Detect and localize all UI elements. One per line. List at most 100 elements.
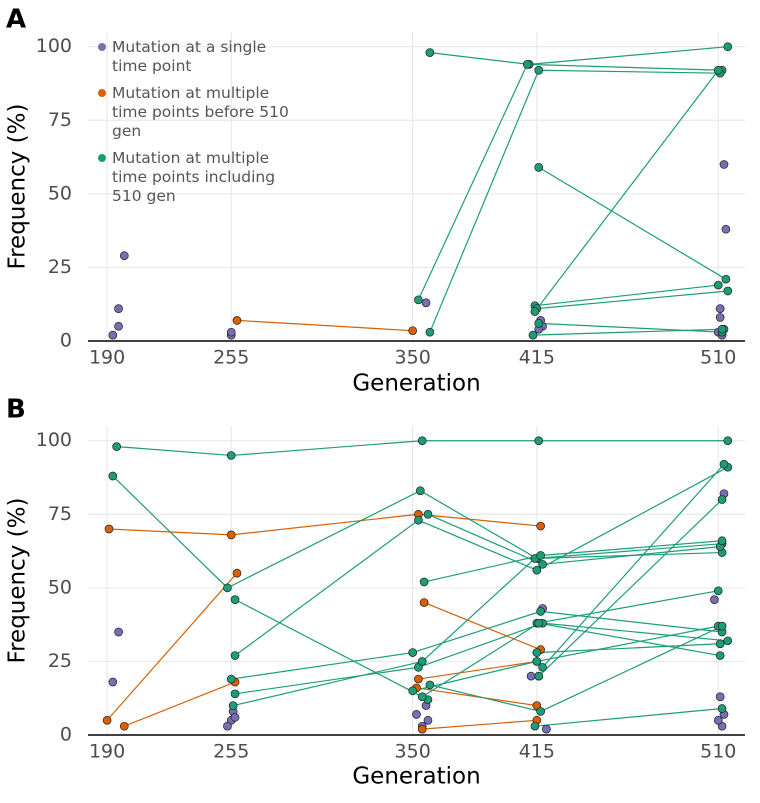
point — [414, 515, 423, 525]
point — [713, 65, 723, 75]
y-tick-label: 25 — [48, 256, 72, 278]
point — [542, 724, 551, 734]
point — [534, 65, 544, 75]
point — [715, 313, 725, 322]
point — [715, 639, 725, 649]
legend: Mutation at a single time point Mutation … — [98, 38, 303, 214]
point — [534, 163, 544, 172]
point — [423, 509, 433, 519]
point — [223, 721, 232, 731]
point — [425, 48, 435, 57]
trajectory-line — [234, 466, 729, 657]
point — [417, 436, 427, 446]
point — [713, 586, 723, 596]
y-tick-label: 100 — [36, 35, 72, 57]
trajectory-line — [231, 610, 723, 680]
point — [717, 621, 727, 631]
y-tick-label: 100 — [36, 429, 72, 451]
x-tick-label: 415 — [519, 347, 555, 369]
point — [417, 692, 427, 702]
y-tick-label: 25 — [48, 650, 72, 672]
y-tick-label: 75 — [48, 503, 72, 525]
point — [723, 286, 733, 296]
point — [425, 680, 435, 690]
panel-label: B — [6, 395, 26, 425]
point — [102, 715, 112, 725]
point — [528, 330, 538, 340]
point — [408, 686, 418, 696]
trajectory-line — [106, 572, 238, 721]
point — [534, 671, 544, 681]
x-tick-label: 255 — [213, 741, 249, 763]
point — [721, 274, 731, 284]
point — [534, 618, 544, 628]
point — [538, 662, 547, 672]
trajectory-line — [124, 681, 236, 727]
point — [713, 280, 723, 290]
point — [723, 42, 733, 52]
point — [226, 674, 236, 684]
y-tick-label: 0 — [60, 724, 72, 746]
legend-label: Mutation at multiple time points includi… — [112, 149, 276, 205]
point — [530, 721, 540, 731]
trajectory-line — [538, 322, 723, 333]
trajectory-line — [233, 543, 723, 707]
point — [415, 486, 425, 496]
point — [719, 459, 729, 469]
x-tick-label: 350 — [395, 347, 431, 369]
y-tick-label: 75 — [48, 109, 72, 131]
legend-label: Mutation at multiple time points before … — [112, 84, 289, 140]
point — [108, 330, 118, 340]
point — [108, 677, 118, 687]
point — [530, 307, 540, 316]
legend-item: Mutation at a single time point — [98, 38, 303, 76]
x-tick-label: 190 — [89, 741, 125, 763]
trajectory-line — [429, 46, 728, 65]
point — [230, 712, 240, 722]
point — [223, 583, 232, 593]
legend-swatch — [98, 89, 106, 97]
point — [414, 295, 423, 305]
trajectory-line — [422, 719, 537, 730]
y-tick-label: 50 — [48, 182, 72, 204]
trajectory-line — [538, 499, 723, 677]
point — [723, 436, 733, 446]
y-tick-label: 50 — [48, 576, 72, 598]
x-tick-label: 190 — [89, 347, 125, 369]
point — [719, 160, 729, 169]
trajectory-line — [429, 625, 723, 713]
point — [723, 636, 733, 646]
trajectory-line — [418, 660, 537, 680]
point — [526, 671, 536, 681]
point — [532, 565, 542, 575]
y-axis-title: Frequency (%) — [5, 104, 31, 270]
point — [419, 598, 429, 607]
point — [425, 327, 435, 337]
point — [417, 724, 427, 734]
point — [419, 577, 429, 587]
trajectory-line — [108, 513, 541, 536]
trajectory-line — [423, 602, 541, 651]
point — [713, 715, 723, 725]
point — [230, 689, 240, 699]
point — [108, 471, 118, 481]
x-tick-label: 510 — [700, 347, 736, 369]
point — [414, 674, 423, 684]
x-tick-label: 510 — [700, 741, 736, 763]
point — [412, 710, 421, 719]
x-tick-label: 350 — [395, 741, 431, 763]
point — [114, 627, 123, 637]
point — [232, 316, 242, 325]
trajectory-line — [538, 166, 727, 280]
point — [536, 607, 545, 616]
point — [417, 657, 427, 666]
point — [715, 304, 725, 313]
point — [715, 651, 725, 660]
trajectory-line — [536, 590, 719, 624]
point — [232, 568, 242, 578]
point — [534, 436, 544, 446]
trajectory-line — [429, 69, 721, 333]
trajectory-line — [536, 643, 721, 654]
y-axis-title: Frequency (%) — [5, 498, 31, 664]
